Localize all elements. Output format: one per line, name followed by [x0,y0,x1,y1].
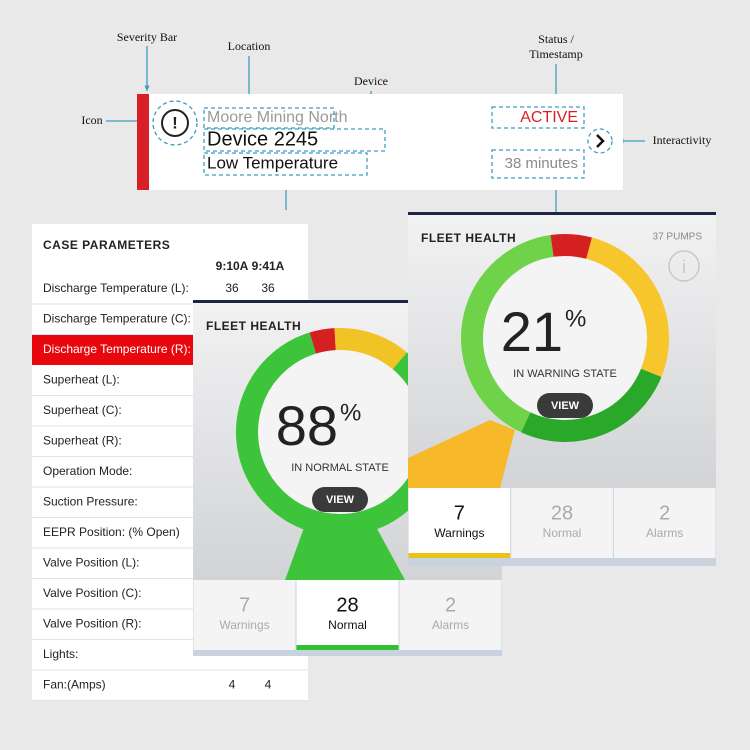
annotation: Timestamp [529,47,583,61]
pump-count: 37 PUMPS [653,232,703,243]
panel-title: CASE PARAMETERS [43,238,170,252]
row-label: Valve Position (C): [43,586,141,600]
annotation: Location [228,39,271,53]
state-label: IN NORMAL STATE [291,462,389,474]
alert-icon [161,109,189,137]
status-tile[interactable] [613,488,716,558]
column-header: 9:41A [252,259,285,273]
funnel [408,420,515,488]
row-label: Discharge Temperature (R): [43,342,191,356]
row-label: Superheat (C): [43,403,122,417]
alert-card [137,94,623,190]
tile-indicator [296,645,399,650]
status-tile[interactable] [193,580,296,650]
chevron [596,134,605,148]
row-label: Superheat (L): [43,373,120,387]
status-tile[interactable] [408,488,511,558]
highlight-box [491,149,585,179]
panel-top-border [193,300,502,303]
donut-face [483,256,647,420]
tile-label: Warnings [434,526,484,540]
row-label: Operation Mode: [43,464,132,478]
highlight-box [491,106,585,129]
panel-title: FLEET HEALTH [206,319,301,333]
tile-value: 7 [454,502,465,524]
icon-highlight [152,100,198,146]
annotation: Interactivity [653,133,712,147]
row-label: Suction Pressure: [43,495,138,509]
info-glyph: i [682,257,686,277]
tile-value: 28 [551,502,573,524]
panel-top-border [408,212,716,215]
donut-segment [585,237,669,377]
row-value: 36 [225,281,239,295]
highlight-box [203,152,368,176]
percent: 21 [501,300,563,363]
view-button-label: VIEW [551,400,580,412]
donut-segment [334,328,407,370]
donut-face [258,350,422,514]
state-label: IN WARNING STATE [513,368,617,380]
location: Moore Mining North [207,109,348,126]
panel-title: FLEET HEALTH [421,231,516,245]
severity-bar [137,94,149,190]
view-button[interactable] [312,487,368,512]
column-header: 9:10A [216,259,249,273]
tile-value: 28 [336,594,358,616]
tile-label: Alarms [646,526,683,540]
row-label: Discharge Temperature (L): [43,281,189,295]
row-label: Lights: [43,647,78,661]
annotation: Severity Bar [117,30,177,44]
view-button[interactable] [537,393,593,418]
device: Device 2245 [207,128,318,150]
alert-icon-glyph: ! [172,113,178,132]
row-label: Discharge Temperature (C): [43,312,191,326]
row-label: Superheat (R): [43,434,122,448]
tile-label: Alarms [432,618,469,632]
annotation: Status / [538,32,574,46]
row-value: 36 [261,281,275,295]
tile-value: 2 [659,502,670,524]
percent-unit: % [340,399,361,426]
donut-segment [550,234,592,259]
arrow-head [144,85,150,91]
annotation: Icon [81,113,102,127]
highlight-box [203,107,335,129]
row-label: Valve Position (R): [43,617,141,631]
timestamp: 38 minutes [505,155,578,172]
donut-segment [309,328,337,354]
chevron-button[interactable] [587,128,613,154]
status: ACTIVE [520,109,578,126]
tile-value: 2 [445,594,456,616]
funnel [285,525,405,580]
tile-label: Normal [328,618,367,632]
tile-indicator [408,553,511,558]
row-label: EEPR Position: (% Open) [43,525,180,539]
percent: 88 [276,394,338,457]
tile-label: Normal [543,526,582,540]
tile-value: 7 [239,594,250,616]
info-button[interactable] [668,250,700,282]
view-button-label: VIEW [326,494,355,506]
tile-label: Warnings [219,618,269,632]
row-label: Fan:(Amps) [43,678,106,692]
donut-segment [521,368,662,442]
row-value: 4 [265,678,272,692]
status-tile[interactable] [399,580,502,650]
description: Low Temperature [207,153,338,172]
highlight-box [203,128,386,152]
status-tile[interactable] [511,488,613,558]
row-label: Valve Position (L): [43,556,140,570]
annotation: Device [354,74,388,88]
donut-segment [461,235,554,433]
percent-unit: % [565,305,586,332]
row-value: 4 [229,678,236,692]
status-tile[interactable] [296,580,399,650]
